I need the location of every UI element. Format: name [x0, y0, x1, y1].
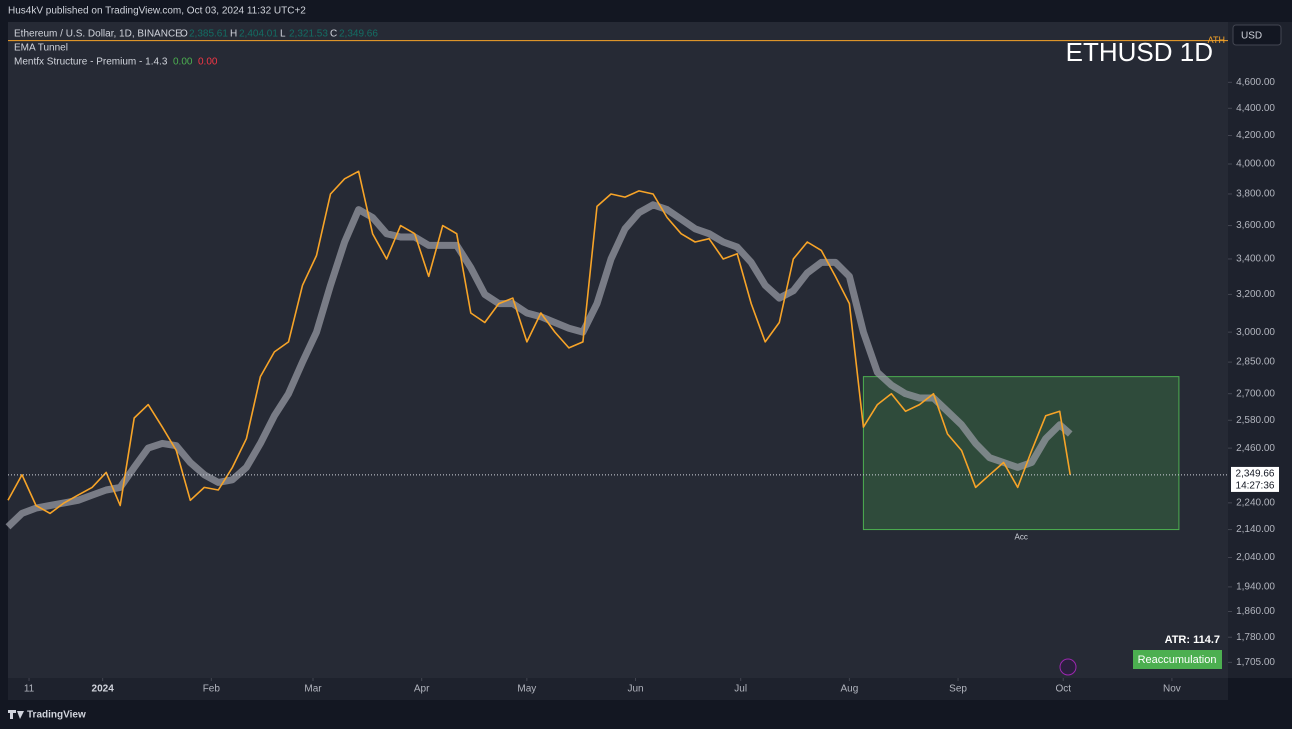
x-tick-label: Sep: [949, 684, 967, 695]
ohlc-key: C: [330, 29, 337, 40]
y-tick-label: 3,000.00: [1236, 327, 1275, 338]
currency-box[interactable]: [1232, 24, 1282, 46]
x-tick-label: Oct: [1055, 684, 1071, 695]
range-box: [862, 376, 1180, 531]
ohlc-value: 2,321.53: [289, 29, 328, 40]
y-tick-label: 3,600.00: [1236, 220, 1275, 231]
x-tick-label: Jul: [734, 684, 747, 695]
y-tick-label: 3,800.00: [1236, 189, 1275, 200]
ohlc-key: O: [180, 29, 188, 40]
ema-tunnel: [5, 201, 1073, 530]
indicator-value: 0.00: [173, 57, 193, 68]
phase-box: [1133, 650, 1222, 669]
y-tick-label: 3,400.00: [1236, 254, 1275, 265]
ohlc-value: 2,349.66: [339, 29, 378, 40]
x-tick-label: Jun: [627, 684, 643, 695]
x-tick-label: Apr: [414, 684, 430, 695]
y-tick-label: 1,860.00: [1236, 606, 1275, 617]
x-tick-label: 11: [24, 684, 35, 695]
last-price-label: 2,349.66: [1236, 469, 1275, 480]
atr: ATR: 114.7: [1165, 634, 1220, 646]
y-tick-label: 4,400.00: [1236, 103, 1275, 114]
y-tick-label: 2,140.00: [1236, 524, 1275, 535]
y-tick-label: 4,200.00: [1236, 130, 1275, 141]
x-tick-label: 2024: [92, 684, 115, 695]
alert-icon[interactable]: [1059, 658, 1077, 676]
price-line: [7, 170, 1071, 515]
x-tick-label: Feb: [203, 684, 221, 695]
brand: TradingView: [27, 710, 86, 721]
indicator-value: 0.00: [198, 57, 218, 68]
y-tick-label: 1,780.00: [1236, 632, 1275, 643]
y-tick-label: 2,850.00: [1236, 357, 1275, 368]
currency[interactable]: USD: [1241, 31, 1262, 42]
ohlc-value: 2,404.01: [239, 29, 278, 40]
phase: Reaccumulation: [1138, 654, 1217, 666]
y-tick-label: 2,700.00: [1236, 388, 1275, 399]
x-tick-label: Nov: [1163, 684, 1181, 695]
ohlc-key: L: [280, 29, 286, 40]
legend-title: Ethereum / U.S. Dollar, 1D, BINANCE: [14, 29, 182, 40]
brand-logo: [8, 710, 24, 719]
x-tick-label: Mar: [304, 684, 322, 695]
y-tick-label: 2,040.00: [1236, 552, 1275, 563]
ohlc-value: 2,385.61: [189, 29, 228, 40]
ohlc-key: H: [230, 29, 237, 40]
indicator-name: Mentfx Structure - Premium - 1.4.3: [14, 57, 168, 68]
y-tick-label: 2,240.00: [1236, 498, 1275, 509]
symbol-title: ETHUSD 1D: [1066, 37, 1213, 67]
ath-label: ATH: [1208, 35, 1225, 45]
last-price-box: [1231, 466, 1279, 492]
box-label: Acc: [1014, 533, 1027, 542]
x-axis-bg: [8, 678, 1228, 700]
y-tick-label: 2,460.00: [1236, 443, 1275, 454]
y-tick-label: 4,600.00: [1236, 77, 1275, 88]
y-tick-label: 3,200.00: [1236, 289, 1275, 300]
y-tick-label: 1,940.00: [1236, 582, 1275, 593]
x-tick-label: May: [517, 684, 536, 695]
countdown: 14:27:36: [1236, 481, 1275, 492]
indicator-name: EMA Tunnel: [14, 43, 68, 54]
x-tick-label: Aug: [840, 684, 858, 695]
y-axis-bg: [1228, 22, 1292, 678]
y-tick-label: 2,580.00: [1236, 415, 1275, 426]
y-tick-label: 4,000.00: [1236, 159, 1275, 170]
y-tick-label: 1,705.00: [1236, 657, 1275, 668]
plot-bg: [8, 22, 1228, 678]
publisher: Hus4kV published on TradingView.com, Oct…: [8, 6, 306, 17]
